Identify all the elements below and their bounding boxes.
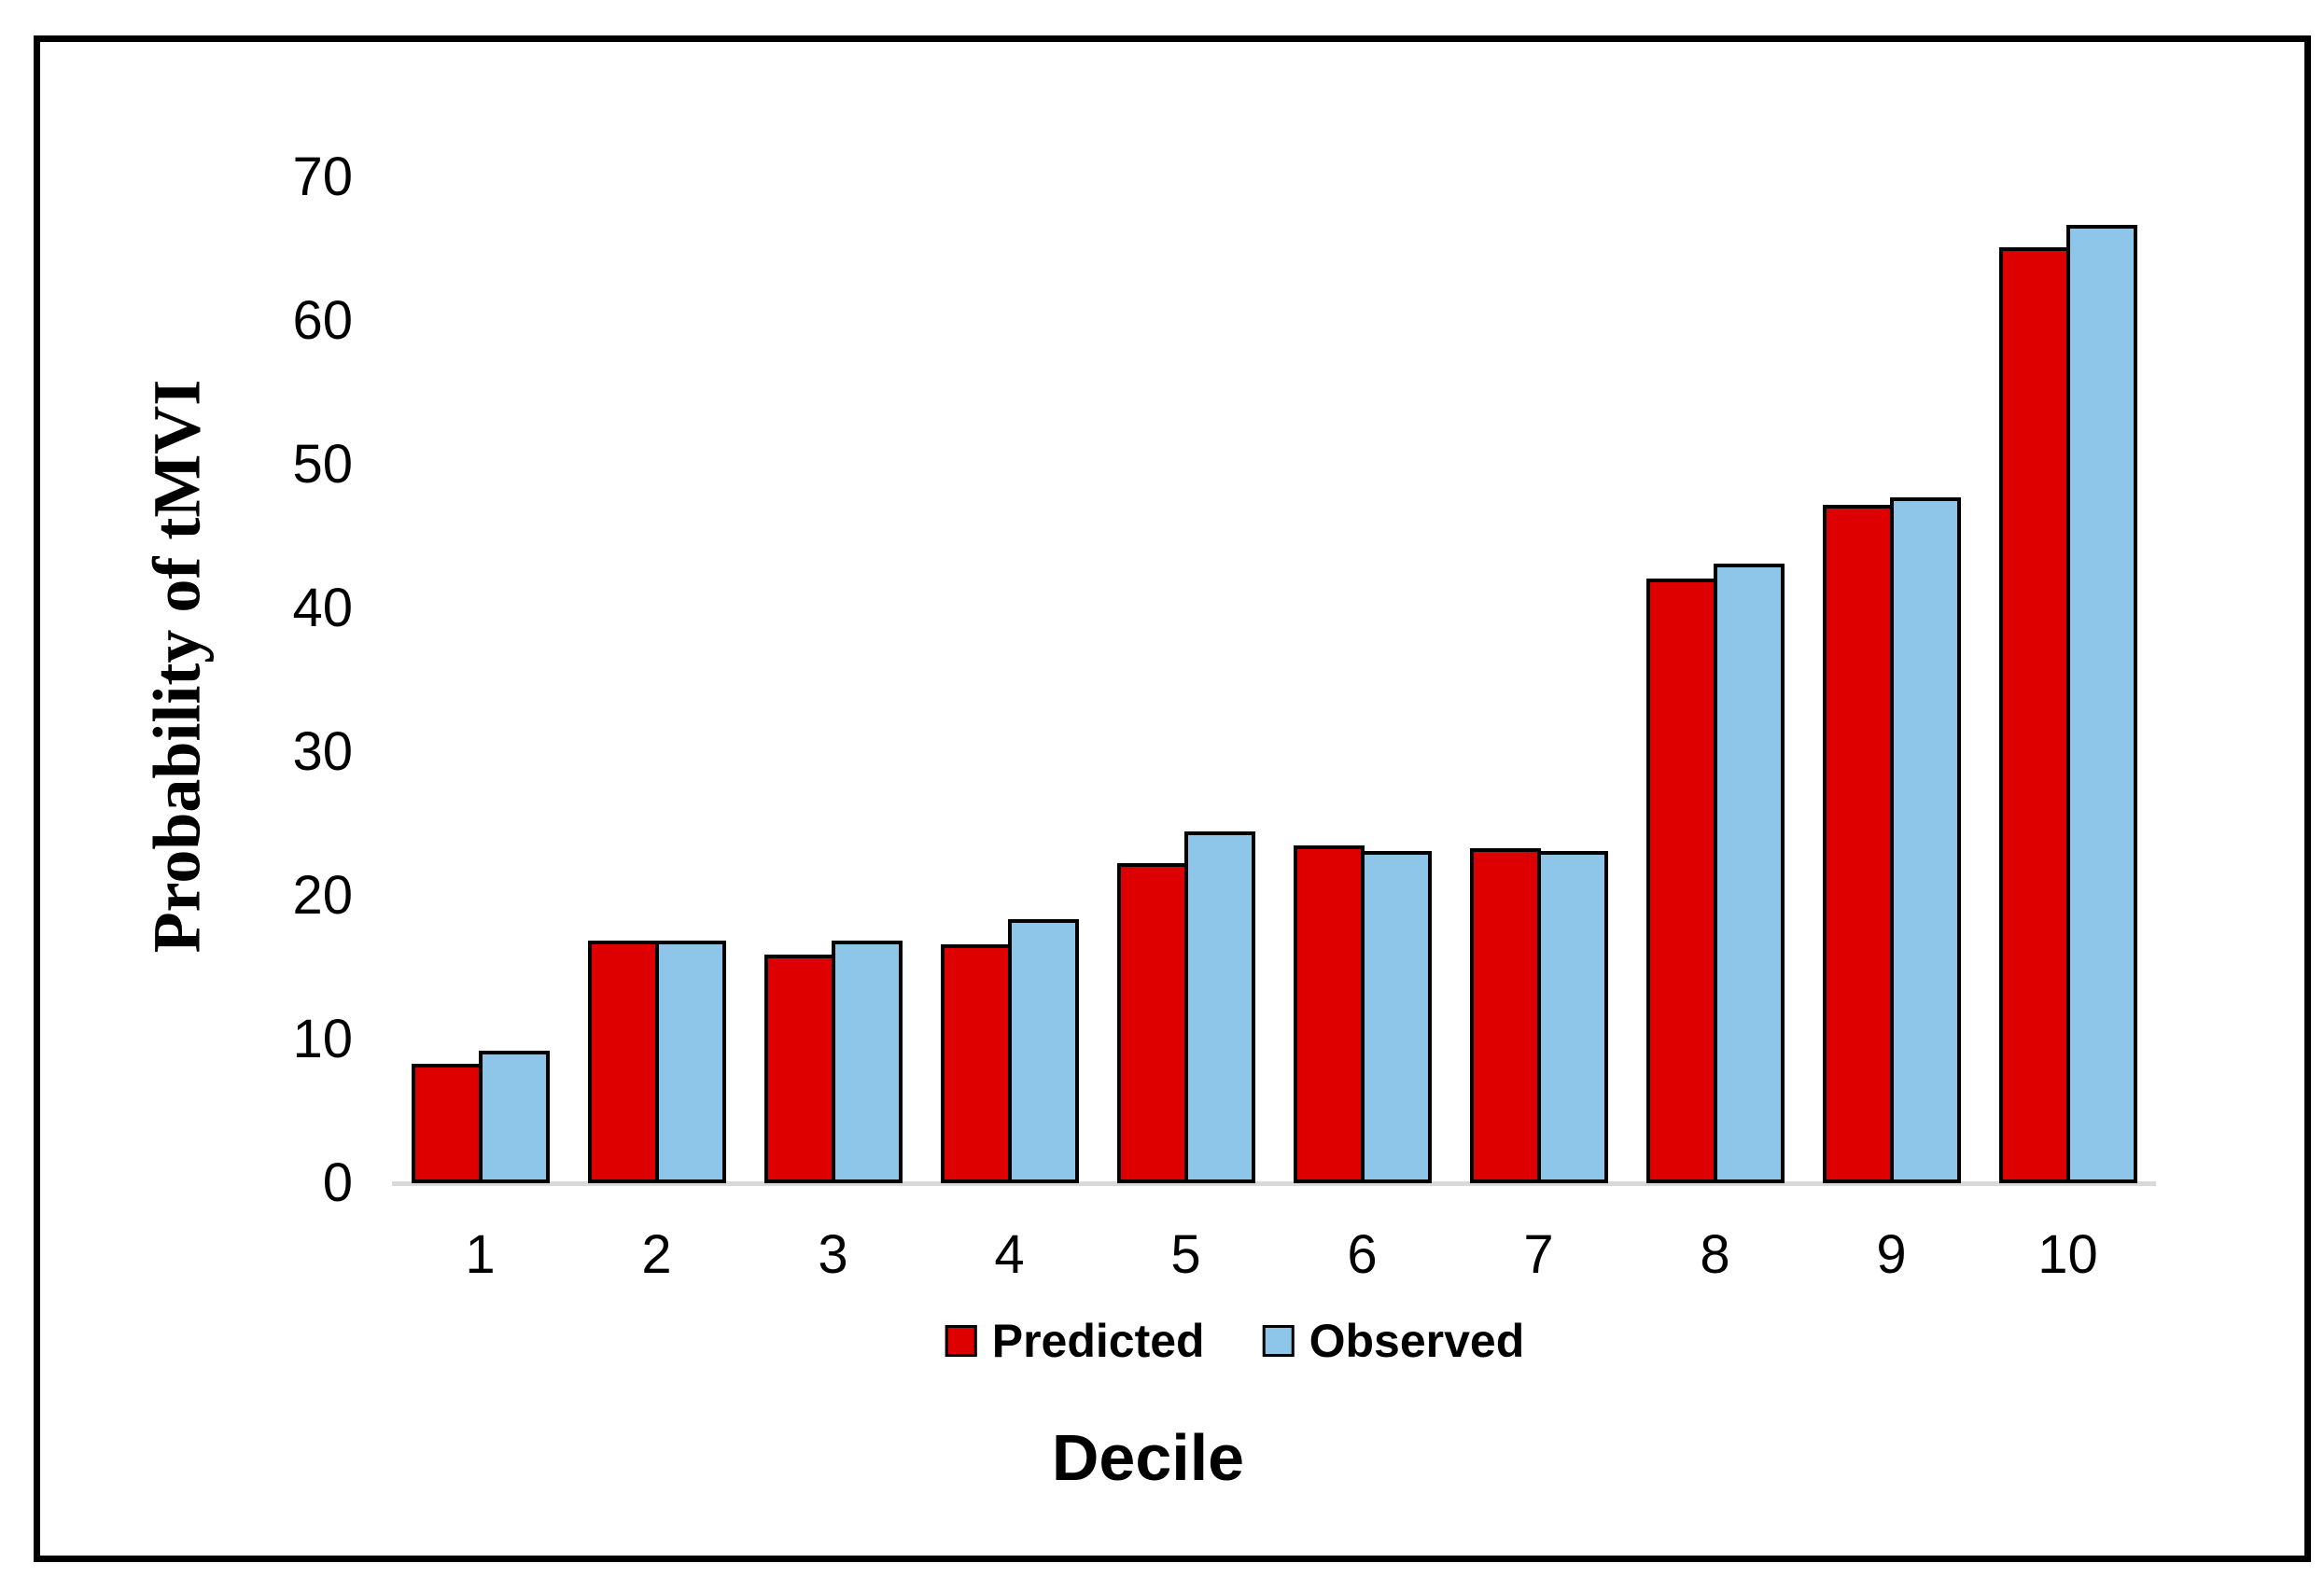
bar-group-3	[745, 177, 921, 1183]
bar-predicted-decile-7	[1469, 848, 1541, 1183]
legend-item-predicted: Predicted	[945, 1318, 1205, 1364]
plot-area	[392, 177, 2156, 1183]
y-axis-title: Probability of tMVI	[139, 379, 215, 954]
y-tick-20: 20	[292, 865, 353, 926]
bar-predicted-decile-2	[587, 940, 659, 1183]
bar-observed-decile-8	[1713, 564, 1785, 1183]
bar-group-5	[1098, 177, 1274, 1183]
legend-item-observed: Observed	[1262, 1315, 1525, 1367]
bar-group-10	[1980, 177, 2156, 1183]
bar-group-8	[1627, 177, 1803, 1183]
x-tick-7: 7	[1523, 1224, 1554, 1285]
legend-swatch-observed	[1262, 1325, 1295, 1357]
bar-observed-decile-1	[478, 1051, 550, 1183]
y-tick-30: 30	[292, 721, 353, 782]
x-tick-5: 5	[1170, 1224, 1201, 1285]
y-tick-70: 70	[292, 147, 353, 207]
bar-observed-decile-6	[1360, 851, 1432, 1183]
bar-observed-decile-7	[1536, 851, 1608, 1183]
x-tick-3: 3	[818, 1224, 848, 1285]
bar-group-4	[921, 177, 1098, 1183]
bar-observed-decile-9	[1889, 497, 1961, 1183]
bar-group-6	[1274, 177, 1450, 1183]
x-tick-8: 8	[1700, 1224, 1730, 1285]
x-axis-line	[392, 1181, 2156, 1186]
legend: Predicted Observed	[945, 1315, 1525, 1367]
y-tick-0: 0	[322, 1152, 353, 1213]
bar-group-9	[1803, 177, 1980, 1183]
y-tick-10: 10	[292, 1009, 353, 1069]
bar-predicted-decile-8	[1645, 578, 1717, 1183]
x-axis-tick-labels: 1 2 3 4 5 6 7 8 9 10	[392, 1228, 2156, 1282]
bar-observed-decile-2	[654, 940, 726, 1183]
bar-observed-decile-3	[831, 940, 903, 1183]
x-tick-10: 10	[2037, 1224, 2098, 1285]
bar-group-2	[568, 177, 745, 1183]
x-tick-2: 2	[641, 1224, 672, 1285]
bar-predicted-decile-3	[763, 955, 835, 1183]
x-tick-6: 6	[1347, 1224, 1378, 1285]
bar-predicted-decile-5	[1116, 862, 1188, 1183]
legend-swatch-predicted	[945, 1325, 977, 1357]
bar-observed-decile-5	[1183, 830, 1255, 1183]
bar-predicted-decile-9	[1822, 505, 1894, 1183]
legend-label-predicted: Predicted	[991, 1315, 1205, 1367]
bar-predicted-decile-1	[411, 1064, 483, 1183]
y-tick-40: 40	[292, 578, 353, 638]
bar-group-7	[1450, 177, 1627, 1183]
bar-predicted-decile-6	[1293, 845, 1365, 1183]
x-tick-4: 4	[994, 1224, 1025, 1285]
legend-label-observed: Observed	[1309, 1315, 1525, 1367]
y-tick-60: 60	[292, 290, 353, 351]
bar-observed-decile-4	[1007, 918, 1079, 1183]
y-tick-50: 50	[292, 434, 353, 495]
x-tick-1: 1	[465, 1224, 496, 1285]
x-tick-9: 9	[1876, 1224, 1907, 1285]
bar-predicted-decile-4	[940, 944, 1012, 1183]
bar-group-1	[392, 177, 568, 1183]
x-axis-title: Decile	[1051, 1421, 1245, 1494]
bar-observed-decile-10	[2065, 224, 2137, 1183]
bar-predicted-decile-10	[1998, 247, 2070, 1183]
